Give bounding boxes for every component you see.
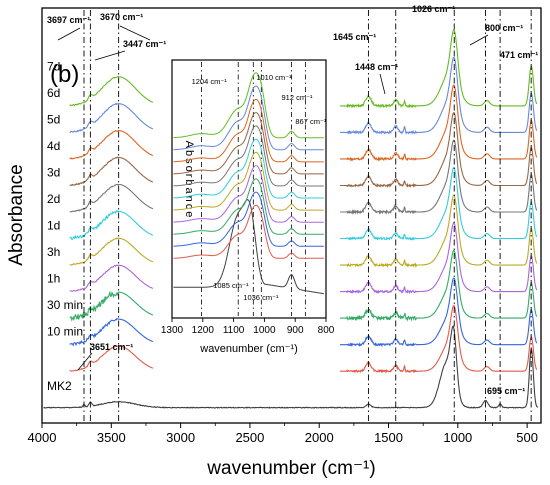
annotation-arrow <box>469 34 489 46</box>
inset-x-tick-label: 900 <box>287 325 304 336</box>
peak-annotation-1026: 1026 cm⁻¹ <box>412 4 455 14</box>
x-tick-label: 3000 <box>166 430 195 445</box>
peak-annotation-3670: 3670 cm⁻¹ <box>100 12 143 22</box>
peak-annotation-1448: 1448 cm⁻¹ <box>355 62 398 72</box>
inset-series-line-5d <box>173 98 324 163</box>
inset-x-tick-label: 1000 <box>253 325 276 336</box>
inset-x-tick-label: 1300 <box>161 325 184 336</box>
peak-annotation-1645: 1645 cm⁻¹ <box>333 32 376 42</box>
series-line-3d-oh-region <box>69 183 154 213</box>
x-tick-label: 3500 <box>97 430 126 445</box>
series-label-10-min: 10 min <box>47 325 83 339</box>
annotation-arrow <box>94 50 126 61</box>
series-line-1d-oh-region <box>69 237 154 266</box>
x-tick-label: 1000 <box>443 430 472 445</box>
inset-x-tick-label: 800 <box>318 325 335 336</box>
peak-annotation-3447: 3447 cm⁻¹ <box>123 39 166 49</box>
series-label-1h: 1h <box>47 272 60 286</box>
inset-x-tick-label: 1100 <box>223 325 245 336</box>
inset-series-line-6d <box>173 85 324 151</box>
series-line-2d-fingerprint-region <box>340 167 538 241</box>
inset-series-line-3h <box>173 165 324 223</box>
series-label-6d: 6d <box>47 86 60 100</box>
series-line-30-min-fingerprint-region <box>340 277 538 348</box>
series-line-10-min-oh-region <box>69 345 154 372</box>
inset-peak-annotation-1204: 1204 cm⁻¹ <box>192 77 228 86</box>
series-label-3d: 3d <box>47 166 60 180</box>
series-line-10-min-fingerprint-region <box>340 304 538 374</box>
series-line-3d-fingerprint-region <box>340 139 538 216</box>
inset-x-axis-label: wavenumber (cm⁻¹) <box>199 343 298 355</box>
series-line-mk2 <box>43 325 539 409</box>
peak-annotation-695: 695 cm⁻¹ <box>487 386 525 396</box>
inset-peak-annotation-1085: 1085 cm⁻¹ <box>213 281 249 290</box>
series-line-3h-fingerprint-region <box>340 222 538 295</box>
series-label-5d: 5d <box>47 113 60 127</box>
inset-series-line-1h <box>173 178 324 235</box>
series-line-7d-fingerprint-region <box>340 29 538 109</box>
inset-series-line-mk2 <box>173 199 324 295</box>
y-axis-label: Absorbance <box>6 164 27 265</box>
plot-frame <box>41 7 542 424</box>
inset-series-line-4d <box>173 111 324 175</box>
x-tick-label: 1500 <box>374 430 403 445</box>
annotation-arrow <box>119 25 151 41</box>
inset-peak-annotation-1036: 1036 cm⁻¹ <box>243 293 279 302</box>
inset-peak-annotation-1010: 1010 cm⁻¹ <box>256 73 292 82</box>
series-line-5d-oh-region <box>69 130 154 160</box>
annotation-arrow <box>77 352 93 371</box>
peak-annotation-471: 471 cm⁻¹ <box>500 50 538 60</box>
inset-series-line-1d <box>173 151 324 211</box>
inset-series-line-30-min <box>173 191 324 247</box>
inset-series-line-7d <box>173 72 324 139</box>
x-tick-label: 2500 <box>235 430 264 445</box>
annotation-arrow <box>57 27 81 41</box>
annotation-arrow <box>379 73 386 95</box>
series-line-4d-fingerprint-region <box>340 112 538 189</box>
series-line-4d-oh-region <box>69 156 154 187</box>
series-label-4d: 4d <box>47 139 60 153</box>
inset-series-line-10-min <box>173 204 324 259</box>
series-line-6d-oh-region <box>69 102 154 133</box>
series-label-30-min: 30 min <box>47 298 83 312</box>
series-line-7d-oh-region <box>69 75 154 107</box>
series-line-2d-oh-region <box>69 209 154 240</box>
series-line-5d-fingerprint-region <box>340 84 538 162</box>
x-tick-label: 500 <box>516 430 538 445</box>
x-tick-label: 2000 <box>305 430 334 445</box>
inset-peak-annotation-912: 912 cm⁻¹ <box>282 93 314 102</box>
series-label-1d: 1d <box>47 219 60 233</box>
x-tick-label: 4000 <box>28 430 57 445</box>
inset-peak-annotation-867: 867 cm⁻¹ <box>295 117 327 126</box>
series-line-1d-fingerprint-region <box>340 194 538 269</box>
peak-annotation-3697: 3697 cm⁻¹ <box>47 15 90 25</box>
peak-annotation-3651: 3651 cm⁻¹ <box>90 342 133 352</box>
series-line-1h-fingerprint-region <box>340 249 538 322</box>
series-label-mk2: MK2 <box>47 379 72 393</box>
inset-x-tick-label: 1200 <box>192 325 215 336</box>
panel-label: (b) <box>50 61 79 88</box>
inset-series-line-3d <box>173 125 324 187</box>
series-label-3h: 3h <box>47 245 60 259</box>
series-label-2d: 2d <box>47 192 60 206</box>
peak-annotation-800: 800 cm⁻¹ <box>485 23 523 33</box>
x-axis-label: wavenumber (cm⁻¹) <box>206 458 375 479</box>
series-label-7d: 7d <box>47 60 60 74</box>
series-line-6d-fingerprint-region <box>340 56 538 136</box>
series-line-3h-oh-region <box>69 264 154 292</box>
inset-series-line-2d <box>173 138 324 199</box>
